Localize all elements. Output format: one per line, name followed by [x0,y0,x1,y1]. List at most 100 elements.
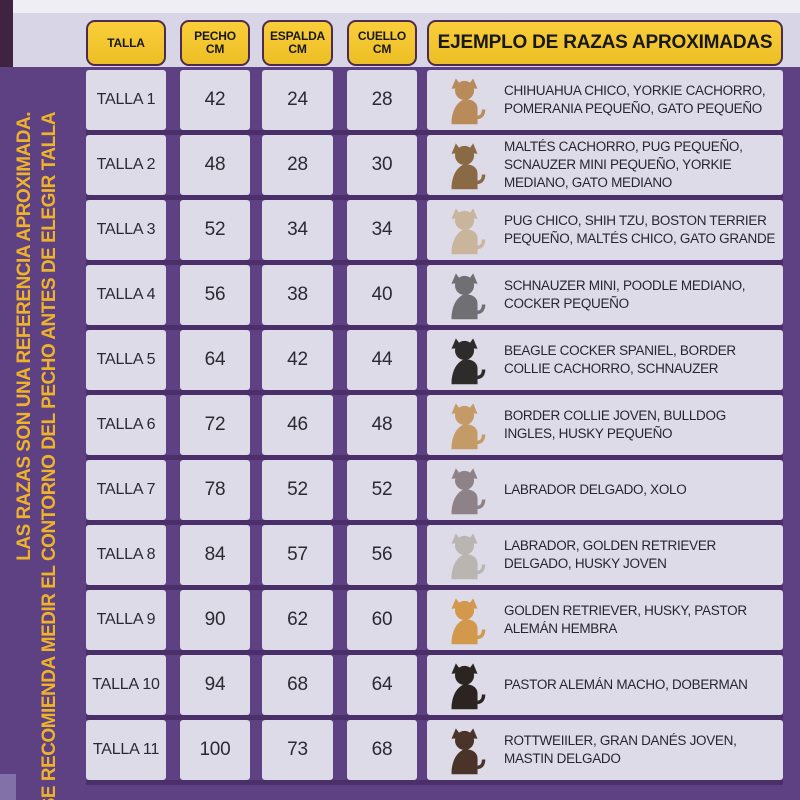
cuello-cell: 34 [347,200,417,260]
column-header-talla: TALLA [86,20,166,66]
dog-photo-icon [451,78,486,125]
breed-examples: BEAGLE COCKER SPANIEL, BORDER COLLIE CAC… [504,343,736,376]
talla-cell: TALLA 5 [86,330,166,390]
razas-cell: BEAGLE COCKER SPANIEL, BORDER COLLIE CAC… [427,330,783,390]
table-row: TALLA 9 90 62 60 GOLDEN RETRIEVER, HUSKY… [86,590,783,655]
breed-examples: SCHNAUZER MINI, POODLE MEDIANO, COCKER P… [504,278,746,311]
espalda-value: 34 [287,219,308,240]
table-row: TALLA 2 48 28 30 MALTÉS CACHORRO, PUG PE… [86,135,783,200]
talla-cell: TALLA 7 [86,460,166,520]
talla-cell: TALLA 9 [86,590,166,650]
pecho-cell: 48 [180,135,250,195]
table-row: TALLA 7 78 52 52 LABRADOR DELGADO, XOLO [86,460,783,525]
column-header-unit: CM [372,42,392,56]
talla-label: TALLA 6 [96,416,156,433]
pecho-value: 64 [204,349,226,370]
espalda-value: 68 [287,674,308,695]
cuello-value: 60 [371,609,393,630]
razas-cell: SCHNAUZER MINI, POODLE MEDIANO, COCKER P… [427,265,783,325]
talla-label: TALLA 7 [96,481,156,498]
side-note-line1: LAS RAZAS SON UNA REFERENCIA APROXIMADA. [14,112,35,561]
talla-label: TALLA 10 [92,676,160,693]
cuello-value: 68 [371,739,393,760]
breed-examples: LABRADOR, GOLDEN RETRIEVER DELGADO, HUSK… [504,538,716,571]
pecho-cell: 78 [180,460,250,520]
pecho-cell: 84 [180,525,250,585]
razas-cell: ROTTWEIILER, GRAN DANÉS JOVEN, MASTIN DE… [427,720,783,780]
talla-cell: TALLA 6 [86,395,166,455]
espalda-cell: 42 [262,330,333,390]
table-row: TALLA 10 94 68 64 PASTOR ALEMÁN MACHO, D… [86,655,783,720]
dog-photo-icon [451,208,486,255]
cuello-value: 44 [371,349,393,370]
razas-cell: GOLDEN RETRIEVER, HUSKY, PASTOR ALEMÁN H… [427,590,783,650]
top-left-dark-strip [0,0,13,67]
pecho-cell: 72 [180,395,250,455]
breed-examples: ROTTWEIILER, GRAN DANÉS JOVEN, MASTIN DE… [504,733,737,766]
side-note-line2: SE RECOMIENDA MEDIR EL CONTORNO DEL PECH… [39,112,60,800]
razas-cell: LABRADOR DELGADO, XOLO [427,460,783,520]
column-header-espalda: ESPALDA CM [262,20,333,66]
pecho-value: 90 [204,609,226,630]
talla-cell: TALLA 8 [86,525,166,585]
column-header-label: TALLA [107,35,145,50]
talla-label: TALLA 2 [96,156,156,173]
espalda-value: 38 [287,284,308,305]
dog-photo-icon [451,533,486,580]
table-row: TALLA 6 72 46 48 BORDER COLLIE JOVEN, BU… [86,395,783,460]
talla-cell: TALLA 1 [86,70,166,130]
pecho-value: 100 [199,739,231,760]
espalda-cell: 46 [262,395,333,455]
talla-label: TALLA 3 [96,221,156,238]
cuello-cell: 68 [347,720,417,780]
dog-photo-icon [451,728,486,775]
espalda-cell: 62 [262,590,333,650]
cuello-cell: 64 [347,655,417,715]
espalda-cell: 68 [262,655,333,715]
cuello-value: 28 [371,89,393,110]
cuello-value: 56 [371,544,393,565]
espalda-cell: 28 [262,135,333,195]
breed-examples: GOLDEN RETRIEVER, HUSKY, PASTOR ALEMÁN H… [504,603,747,636]
talla-label: TALLA 4 [96,286,156,303]
cuello-cell: 30 [347,135,417,195]
cuello-value: 40 [371,284,393,305]
breed-examples: LABRADOR DELGADO, XOLO [504,482,687,497]
espalda-cell: 24 [262,70,333,130]
pecho-value: 84 [204,544,226,565]
talla-cell: TALLA 3 [86,200,166,260]
pecho-cell: 52 [180,200,250,260]
dog-photo-icon [451,273,486,320]
pecho-value: 42 [204,89,226,110]
column-header-label: ESPALDA [269,29,326,43]
cuello-value: 30 [371,154,393,175]
dog-photo-icon [451,403,486,450]
espalda-cell: 73 [262,720,333,780]
razas-cell: MALTÉS CACHORRO, PUG PEQUEÑO, SCNAUZER M… [427,135,783,195]
talla-label: TALLA 1 [96,91,156,108]
talla-label: TALLA 9 [96,611,156,628]
dog-photo-icon [451,468,486,515]
table-body: TALLA 1 42 24 28 CHIHUAHUA CHICO, YORKIE… [86,70,783,785]
cuello-cell: 52 [347,460,417,520]
razas-cell: LABRADOR, GOLDEN RETRIEVER DELGADO, HUSK… [427,525,783,585]
razas-cell: BORDER COLLIE JOVEN, BULLDOG INGLES, HUS… [427,395,783,455]
cuello-cell: 60 [347,590,417,650]
cuello-value: 48 [371,414,393,435]
dog-photo-icon [451,598,486,645]
column-header-label: EJEMPLO DE RAZAS APROXIMADAS [437,32,773,53]
razas-cell: PASTOR ALEMÁN MACHO, DOBERMAN [427,655,783,715]
pecho-value: 56 [204,284,226,305]
espalda-value: 73 [287,739,308,760]
espalda-value: 62 [287,609,308,630]
pecho-value: 52 [204,219,226,240]
pecho-cell: 56 [180,265,250,325]
dog-photo-icon [451,663,486,710]
talla-cell: TALLA 11 [86,720,166,780]
dog-photo-icon [451,143,486,190]
espalda-cell: 34 [262,200,333,260]
column-header-razas: EJEMPLO DE RAZAS APROXIMADAS [427,20,783,66]
column-header-unit: CM [288,42,307,56]
pecho-cell: 64 [180,330,250,390]
